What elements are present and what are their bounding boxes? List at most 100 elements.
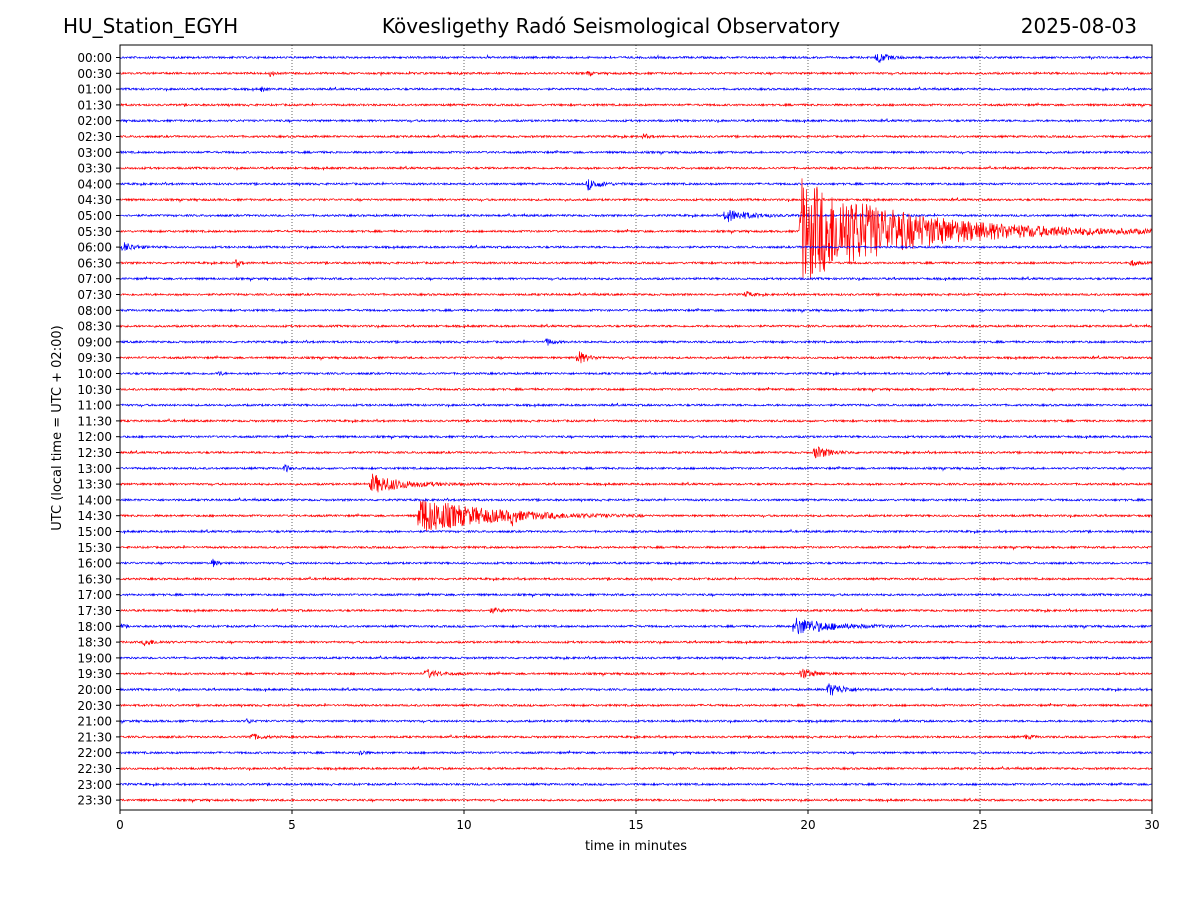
y-tick-label: 06:30 bbox=[77, 256, 112, 270]
grid-lines bbox=[291, 45, 981, 810]
y-tick-label: 05:00 bbox=[77, 209, 112, 223]
y-tick-label: 05:30 bbox=[77, 225, 112, 239]
y-tick-label: 11:00 bbox=[77, 399, 112, 413]
y-tick-label: 02:00 bbox=[77, 114, 112, 128]
y-tick-label: 21:00 bbox=[77, 715, 112, 729]
trace-1200 bbox=[119, 434, 1153, 441]
y-tick-label: 07:00 bbox=[77, 272, 112, 286]
y-tick-label: 15:30 bbox=[77, 541, 112, 555]
trace-0730 bbox=[119, 290, 1153, 298]
trace-1700 bbox=[119, 592, 1153, 599]
trace-1900 bbox=[119, 654, 1153, 661]
y-tick-label: 23:30 bbox=[77, 794, 112, 808]
x-axis-label: time in minutes bbox=[585, 839, 687, 854]
x-tick-label: 20 bbox=[800, 818, 815, 832]
trace-1300 bbox=[119, 463, 1153, 473]
y-tick-label: 17:00 bbox=[77, 588, 112, 602]
trace-2330 bbox=[119, 797, 1153, 804]
y-tick-label: 12:30 bbox=[77, 446, 112, 460]
trace-2300 bbox=[119, 781, 1153, 788]
y-tick-label: 07:30 bbox=[77, 288, 112, 302]
trace-0900 bbox=[119, 338, 1153, 346]
trace-0330 bbox=[119, 165, 1153, 171]
x-tick-label: 15 bbox=[628, 818, 643, 832]
y-tick-label: 16:30 bbox=[77, 572, 112, 586]
y-tick-label: 08:30 bbox=[77, 320, 112, 334]
y-tick-label: 14:00 bbox=[77, 493, 112, 507]
y-tick-label: 13:00 bbox=[77, 462, 112, 476]
chart-date: 2025-08-03 bbox=[1020, 14, 1137, 38]
trace-0500 bbox=[119, 209, 1153, 223]
trace-0430 bbox=[119, 197, 1153, 204]
trace-0030 bbox=[119, 70, 1153, 77]
y-tick-label: 22:00 bbox=[77, 746, 112, 760]
trace-1230 bbox=[119, 446, 1153, 459]
y-axis-label: UTC (local time = UTC + 02:00) bbox=[50, 325, 65, 530]
trace-2100 bbox=[119, 718, 1153, 725]
trace-2000 bbox=[119, 683, 1153, 696]
y-tick-label: 00:30 bbox=[77, 67, 112, 81]
y-tick-label: 12:00 bbox=[77, 430, 112, 444]
y-tick-label: 11:30 bbox=[77, 414, 112, 428]
x-axis-ticks: 0 5 10 15 20 25 30 bbox=[116, 810, 1160, 832]
trace-0300 bbox=[119, 149, 1153, 156]
x-tick-label: 30 bbox=[1144, 818, 1159, 832]
trace-2230 bbox=[119, 765, 1153, 771]
y-tick-label: 00:00 bbox=[77, 51, 112, 65]
y-tick-label: 17:30 bbox=[77, 604, 112, 618]
seismogram-traces bbox=[119, 53, 1153, 804]
x-tick-label: 10 bbox=[456, 818, 471, 832]
y-tick-label: 22:30 bbox=[77, 762, 112, 776]
y-tick-label: 03:00 bbox=[77, 146, 112, 160]
trace-1030 bbox=[119, 386, 1153, 393]
trace-0930 bbox=[119, 351, 1153, 364]
trace-1830 bbox=[119, 639, 1153, 647]
trace-0630 bbox=[119, 258, 1153, 269]
trace-0530 bbox=[119, 178, 1153, 280]
y-tick-label: 19:30 bbox=[77, 667, 112, 681]
trace-0200 bbox=[119, 118, 1153, 124]
trace-1730 bbox=[119, 606, 1153, 614]
y-tick-label: 23:00 bbox=[77, 778, 112, 792]
trace-1130 bbox=[119, 417, 1153, 424]
y-tick-label: 19:00 bbox=[77, 651, 112, 665]
y-tick-label: 18:00 bbox=[77, 620, 112, 634]
trace-1800 bbox=[119, 617, 1153, 635]
trace-2200 bbox=[119, 750, 1153, 757]
trace-0000 bbox=[119, 53, 1153, 64]
chart-title: Kövesligethy Radó Seismological Observat… bbox=[381, 14, 841, 38]
y-tick-label: 14:30 bbox=[77, 509, 112, 523]
y-tick-label: 21:30 bbox=[77, 730, 112, 744]
trace-0130 bbox=[119, 102, 1153, 109]
trace-1500 bbox=[119, 528, 1153, 535]
x-tick-label: 0 bbox=[116, 818, 124, 832]
y-tick-label: 15:00 bbox=[77, 525, 112, 539]
y-tick-label: 09:30 bbox=[77, 351, 112, 365]
trace-1100 bbox=[119, 402, 1153, 408]
trace-1000 bbox=[119, 370, 1153, 377]
y-tick-label: 04:30 bbox=[77, 193, 112, 207]
trace-1330 bbox=[119, 473, 1153, 493]
trace-0400 bbox=[119, 179, 1153, 191]
trace-2030 bbox=[119, 702, 1153, 709]
y-tick-label: 20:30 bbox=[77, 699, 112, 713]
y-tick-label: 02:30 bbox=[77, 130, 112, 144]
y-tick-label: 01:00 bbox=[77, 83, 112, 97]
trace-0700 bbox=[119, 276, 1153, 283]
trace-0100 bbox=[119, 86, 1153, 93]
x-tick-label: 5 bbox=[288, 818, 296, 832]
trace-0230 bbox=[119, 133, 1153, 140]
trace-2130 bbox=[119, 733, 1153, 740]
trace-1600 bbox=[119, 558, 1153, 568]
y-tick-label: 13:30 bbox=[77, 478, 112, 492]
y-tick-label: 08:00 bbox=[77, 304, 112, 318]
trace-1930 bbox=[119, 668, 1153, 679]
station-code: HU_Station_EGYH bbox=[63, 14, 239, 38]
y-tick-label: 04:00 bbox=[77, 177, 112, 191]
trace-1400 bbox=[119, 496, 1153, 503]
y-tick-label: 10:00 bbox=[77, 367, 112, 381]
y-tick-label: 10:30 bbox=[77, 383, 112, 397]
x-tick-label: 25 bbox=[972, 818, 987, 832]
